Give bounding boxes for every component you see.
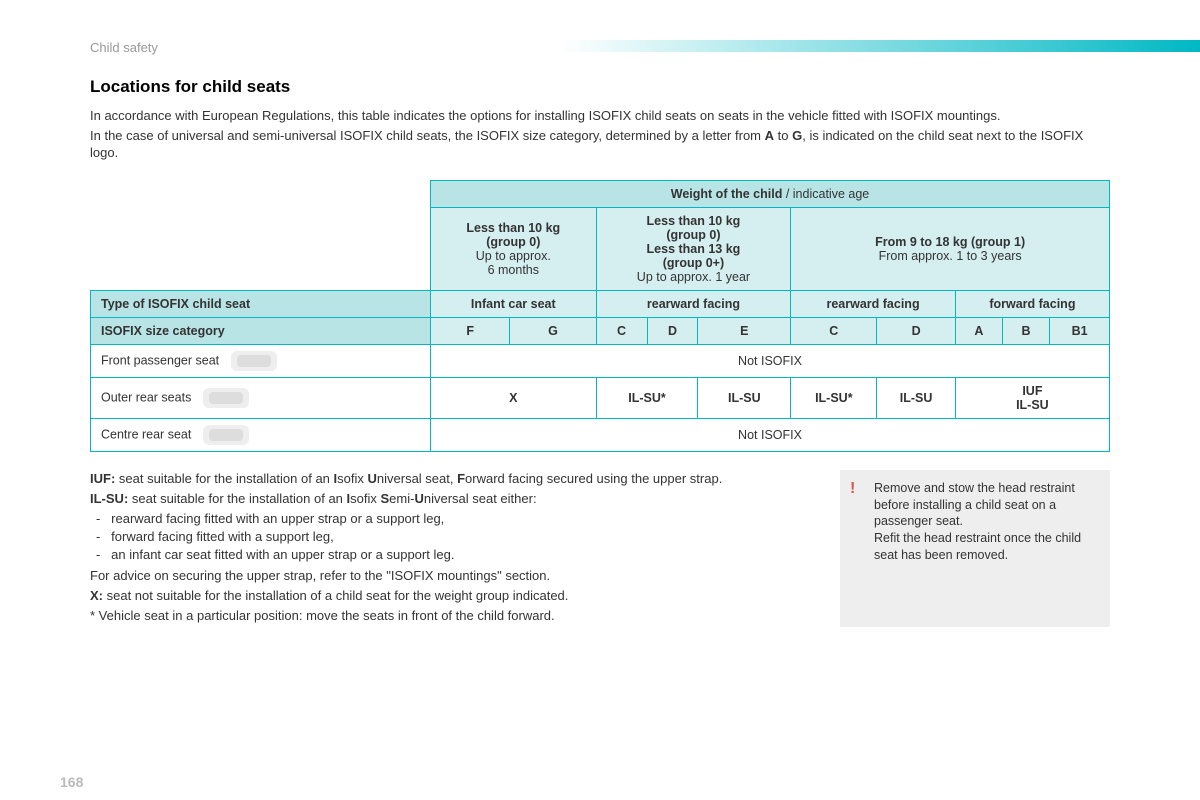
page-title: Locations for child seats <box>90 77 1110 97</box>
outer-c3: IL-SU <box>698 377 791 418</box>
outer-c5: IL-SU <box>877 377 955 418</box>
car-icon <box>203 425 249 445</box>
legend-ilsu: IL-SU: seat suitable for the installatio… <box>90 490 810 508</box>
car-icon <box>203 388 249 408</box>
type-rear2: rearward facing <box>791 290 956 317</box>
type-rear1: rearward facing <box>596 290 791 317</box>
type-infant: Infant car seat <box>431 290 597 317</box>
page-content: Child safety Locations for child seats I… <box>0 0 1200 647</box>
row-size-label: ISOFIX size category <box>91 317 431 344</box>
outer-c6: IUF IL-SU <box>955 377 1109 418</box>
outer-c1: X <box>431 377 597 418</box>
size-cell: F <box>431 317 510 344</box>
bullet-2: forward facing fitted with a support leg… <box>118 528 810 546</box>
bullet-1: rearward facing fitted with an upper str… <box>118 510 810 528</box>
warning-box: ! Remove and stow the head restraint bef… <box>840 470 1110 628</box>
legend-advice: For advice on securing the upper strap, … <box>90 567 810 585</box>
size-cell: A <box>955 317 1002 344</box>
legend-iuf: IUF: seat suitable for the installation … <box>90 470 810 488</box>
type-forward: forward facing <box>955 290 1109 317</box>
size-cell: C <box>596 317 647 344</box>
isofix-table: Weight of the child / indicative age Les… <box>90 180 1110 452</box>
warning-p1: Remove and stow the head restraint befor… <box>874 480 1098 531</box>
col-group-0plus: Less than 10 kg (group 0) Less than 13 k… <box>596 207 791 290</box>
front-value: Not ISOFIX <box>431 344 1110 377</box>
outer-c2: IL-SU* <box>596 377 698 418</box>
legend-x: X: seat not suitable for the installatio… <box>90 587 810 605</box>
spacer-cell <box>91 207 431 290</box>
weight-header: Weight of the child / indicative age <box>431 180 1110 207</box>
warning-icon: ! <box>850 478 855 500</box>
bullet-3: an infant car seat fitted with an upper … <box>118 546 810 564</box>
size-cell: D <box>877 317 955 344</box>
row-outer-seats: Outer rear seats <box>91 377 431 418</box>
size-cell: G <box>510 317 596 344</box>
outer-c4: IL-SU* <box>791 377 877 418</box>
car-icon <box>231 351 277 371</box>
row-type-label: Type of ISOFIX child seat <box>91 290 431 317</box>
warning-p2: Refit the head restraint once the child … <box>874 530 1098 564</box>
page-number: 168 <box>60 774 83 790</box>
size-cell: B <box>1002 317 1049 344</box>
size-cell: B1 <box>1050 317 1110 344</box>
legend-section: IUF: seat suitable for the installation … <box>90 470 1110 628</box>
row-centre-seat: Centre rear seat <box>91 418 431 451</box>
centre-value: Not ISOFIX <box>431 418 1110 451</box>
col-group-1: From 9 to 18 kg (group 1) From approx. 1… <box>791 207 1110 290</box>
intro-p2: In the case of universal and semi-univer… <box>90 127 1110 162</box>
intro-text: In accordance with European Regulations,… <box>90 107 1110 162</box>
legend-bullets: rearward facing fitted with an upper str… <box>90 510 810 565</box>
legend-text: IUF: seat suitable for the installation … <box>90 470 810 628</box>
size-cell: E <box>698 317 791 344</box>
size-cell: D <box>647 317 698 344</box>
col-group-0: Less than 10 kg (group 0) Up to approx. … <box>431 207 597 290</box>
spacer-cell <box>91 180 431 207</box>
legend-footnote: * Vehicle seat in a particular position:… <box>90 607 810 625</box>
intro-p1: In accordance with European Regulations,… <box>90 107 1110 125</box>
row-front-seat: Front passenger seat <box>91 344 431 377</box>
size-cell: C <box>791 317 877 344</box>
header-accent-bar <box>560 40 1200 52</box>
